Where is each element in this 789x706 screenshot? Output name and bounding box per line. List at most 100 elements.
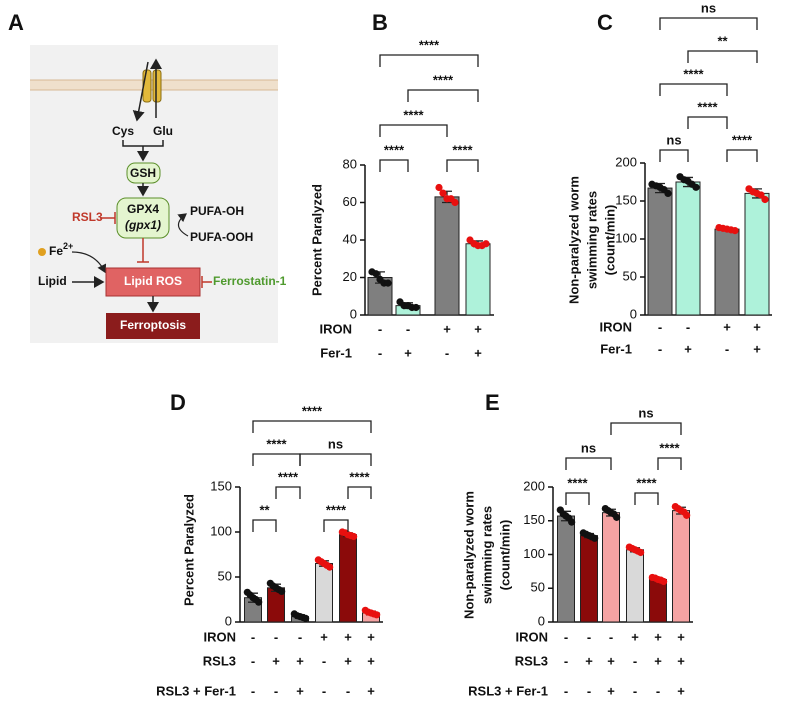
arrow (177, 213, 189, 237)
treatment-sign: + (474, 345, 482, 360)
inhibition (201, 276, 212, 288)
treatment-sign: + (723, 319, 731, 334)
treatment-sign: + (367, 629, 375, 644)
treatment-sign: - (633, 683, 637, 698)
y-tick-label: 0 (630, 306, 637, 321)
iron-dot (38, 248, 46, 256)
y-tick-label: 20 (343, 269, 357, 284)
y-tick-label: 40 (343, 231, 357, 246)
data-point (373, 611, 381, 619)
data-point (255, 598, 263, 606)
bar (602, 512, 620, 623)
y-tick-label: 100 (523, 546, 545, 561)
significance-label: **** (452, 142, 473, 157)
significance-bracket (299, 453, 372, 466)
y-axis-label: Percent Paralyzed (181, 494, 196, 606)
bar (714, 228, 740, 316)
treatment-name: IRON (600, 319, 633, 334)
label: PUFA-OH (190, 204, 244, 218)
data-point (613, 513, 621, 521)
y-tick-label: 150 (523, 512, 545, 527)
y-tick-label: 50 (531, 580, 545, 595)
y-tick-label: 50 (218, 568, 232, 583)
y-tick-label: 0 (350, 306, 357, 321)
y-axis-label: (count/min) (602, 205, 617, 276)
treatment-name: Fer-1 (320, 345, 352, 360)
significance-bracket (610, 422, 682, 435)
y-tick-label: 200 (523, 478, 545, 493)
panel-label: E (485, 390, 500, 415)
treatment-sign: + (296, 683, 304, 698)
inhibition (137, 238, 149, 263)
treatment-sign: - (564, 629, 568, 644)
node-box (105, 267, 201, 297)
treatment-sign: - (609, 629, 613, 644)
arrow (122, 140, 164, 160)
treatment-name: IRON (204, 629, 237, 644)
treatment-sign: - (378, 321, 382, 336)
treatment-name: RSL3 (515, 653, 548, 668)
significance-bracket (379, 54, 479, 67)
y-axis-label: swimming rates (479, 506, 494, 604)
treatment-sign: - (587, 629, 591, 644)
significance-bracket (687, 116, 728, 129)
treatment-sign: + (585, 653, 593, 668)
treatment-sign: - (564, 683, 568, 698)
treatment-sign: + (344, 629, 352, 644)
significance-label: ns (638, 405, 653, 420)
label: Cys (112, 124, 134, 138)
label: Lipid ROS (124, 274, 182, 288)
significance-bracket (659, 83, 728, 96)
treatment-sign: + (684, 341, 692, 356)
significance-bracket (379, 159, 409, 172)
data-point (278, 587, 286, 596)
treatment-sign: - (378, 345, 382, 360)
y-axis-label: Percent Paralyzed (309, 184, 324, 296)
treatment-sign: - (587, 683, 591, 698)
significance-label: **** (433, 72, 454, 87)
treatment-sign: - (322, 653, 326, 668)
significance-bracket (565, 457, 612, 470)
data-point (568, 518, 576, 526)
bar (647, 187, 673, 316)
treatment-sign: + (677, 629, 685, 644)
treatment-sign: - (346, 683, 350, 698)
treatment-sign: + (607, 683, 615, 698)
bar (557, 515, 575, 623)
significance-label: **** (278, 469, 299, 484)
y-axis-label: swimming rates (584, 191, 599, 289)
treatment-sign: - (251, 629, 255, 644)
treatment-sign: - (251, 653, 255, 668)
significance-label: **** (697, 99, 718, 114)
treatment-name: Fer-1 (600, 341, 632, 356)
significance-bracket (323, 519, 349, 532)
treatment-sign: + (474, 321, 482, 336)
data-point (439, 189, 447, 197)
significance-bracket (565, 492, 590, 505)
bar (649, 578, 667, 623)
significance-bracket (252, 453, 301, 466)
treatment-name: RSL3 + Fer-1 (156, 683, 236, 698)
treatment-sign: - (564, 653, 568, 668)
treatment-sign: + (654, 629, 662, 644)
data-point (664, 189, 672, 197)
treatment-sign: - (686, 319, 690, 334)
treatment-sign: + (654, 653, 662, 668)
treatment-sign: - (725, 341, 729, 356)
treatment-sign: + (367, 653, 375, 668)
data-point (372, 270, 380, 278)
data-point (660, 577, 668, 586)
treatment-sign: + (272, 653, 280, 668)
data-point (482, 240, 490, 248)
y-tick-label: 100 (210, 523, 232, 538)
treatment-sign: - (445, 345, 449, 360)
panel-a: A Cys Glu GSH GPX4 (gpx1) PUFA-OH PUFA-O… (8, 10, 287, 343)
treatment-sign: - (633, 653, 637, 668)
significance-label: **** (732, 132, 753, 147)
significance-bracket (446, 159, 479, 172)
treatment-sign: + (296, 653, 304, 668)
label: Fe2+ (49, 241, 73, 258)
treatment-sign: + (404, 345, 412, 360)
significance-bracket (252, 519, 277, 532)
bar (675, 181, 701, 316)
